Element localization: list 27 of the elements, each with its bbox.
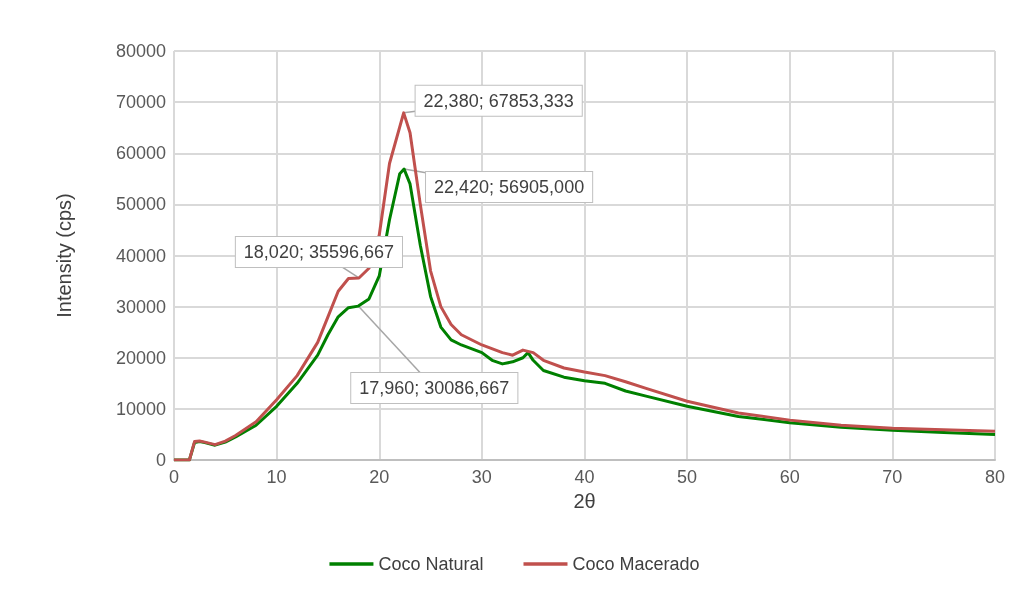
annotation: 17,960; 30086,667: [359, 378, 510, 399]
y-tick-label: 40000: [115, 245, 166, 266]
x-tick-label: 60: [779, 467, 800, 487]
annotation: 22,380; 67853,333: [423, 90, 574, 111]
x-tick-label: 20: [369, 467, 390, 487]
x-axis-title: 2θ: [573, 489, 596, 512]
x-tick-label: 10: [266, 467, 287, 487]
y-tick-label: 0: [155, 450, 166, 470]
line-series: [172, 111, 997, 462]
y-tick-label: 50000: [115, 194, 166, 215]
legend-label: Coco Macerado: [572, 554, 700, 574]
y-tick-label: 30000: [115, 296, 166, 317]
y-axis-title: Intensity (cps): [53, 193, 75, 318]
x-tick-label: 40: [574, 467, 595, 487]
annotation: 18,020; 35596,667: [243, 241, 395, 262]
y-tick-label: 70000: [115, 92, 166, 113]
x-tick-label: 30: [471, 467, 492, 487]
x-tick-label: 80: [984, 467, 1006, 487]
annotation: 22,420; 56905,000: [434, 177, 585, 198]
x-tick-label: 70: [882, 467, 903, 487]
x-tick-label: 0: [168, 467, 180, 487]
x-tick-label: 50: [677, 467, 698, 487]
y-tick-label: 60000: [115, 143, 166, 164]
legend-label: Coco Natural: [378, 554, 484, 574]
y-tick-label: 20000: [115, 347, 166, 368]
y-tick-label: 10000: [115, 398, 166, 419]
y-tick-label: 80000: [115, 41, 166, 61]
